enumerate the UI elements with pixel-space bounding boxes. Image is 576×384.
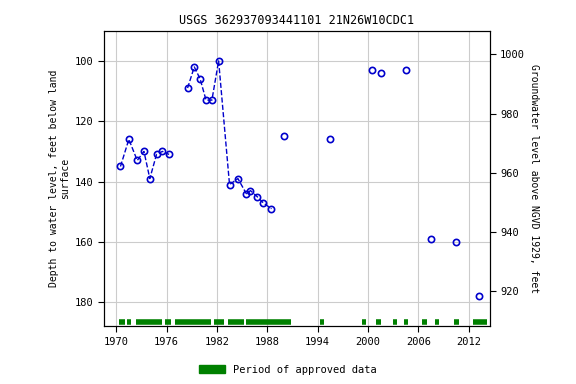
Y-axis label: Depth to water level, feet below land
surface: Depth to water level, feet below land su… xyxy=(49,70,70,287)
Y-axis label: Groundwater level above NGVD 1929, feet: Groundwater level above NGVD 1929, feet xyxy=(529,64,539,293)
Title: USGS 362937093441101 21N26W10CDC1: USGS 362937093441101 21N26W10CDC1 xyxy=(179,14,414,27)
Legend: Period of approved data: Period of approved data xyxy=(195,361,381,379)
